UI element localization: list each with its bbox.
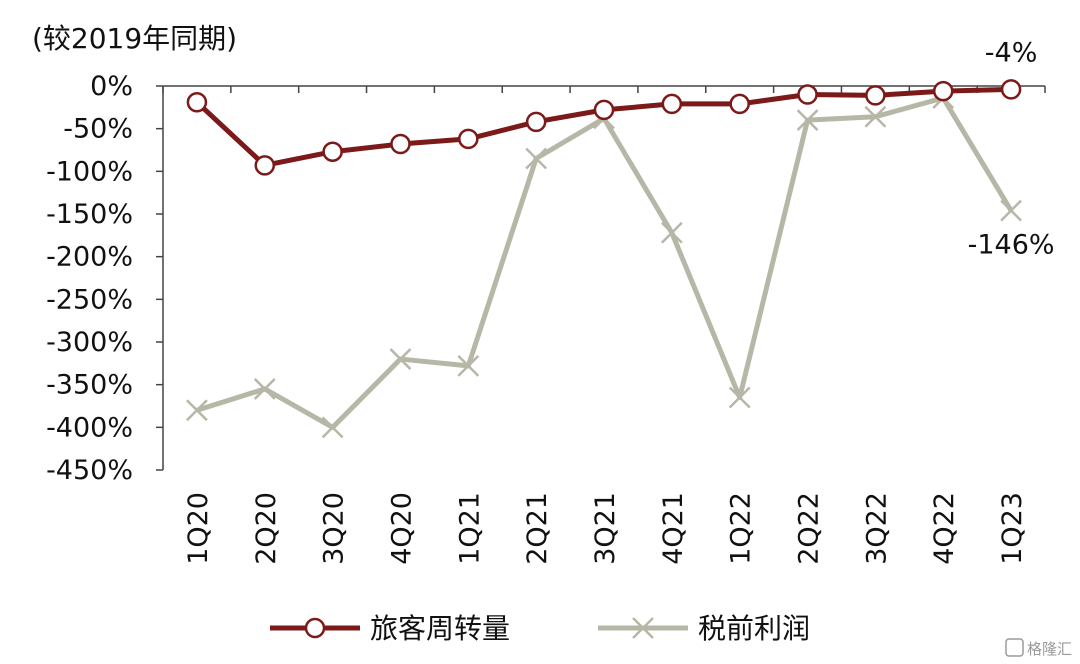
data-point — [390, 133, 411, 155]
x-tick-label: 3Q21 — [590, 492, 621, 565]
data-point — [660, 221, 683, 244]
data-labels: -4% -146% — [968, 37, 1055, 260]
data-point — [253, 378, 276, 400]
series-pretax-profit — [186, 87, 1022, 439]
data-point — [864, 105, 887, 128]
watermark-text: 格隆汇 — [1027, 640, 1072, 658]
x-tick-label: 2Q20 — [251, 492, 282, 565]
data-point — [1000, 79, 1022, 100]
series-line — [196, 95, 1014, 430]
series-layer — [186, 79, 1022, 439]
x-tick-label: 1Q21 — [454, 492, 485, 565]
data-point — [728, 386, 751, 409]
x-tick-label: 3Q22 — [861, 492, 892, 565]
y-tick-label: -300% — [46, 327, 133, 358]
data-point — [797, 84, 818, 105]
x-tick-label: 1Q23 — [997, 492, 1028, 565]
x-tick-label: 2Q22 — [794, 492, 825, 565]
axes: 0% -50% -100% -150% -200% -250% -300% -350% -400… — [46, 71, 1046, 565]
data-point — [186, 399, 208, 422]
data-point — [932, 80, 954, 102]
legend: 旅客周转量 税前利润 — [270, 612, 810, 645]
data-point — [322, 141, 343, 162]
x-tick-label: 1Q22 — [726, 492, 757, 565]
watermark-logo-icon — [1005, 638, 1024, 657]
data-point — [457, 355, 480, 377]
data-point — [458, 128, 479, 150]
legend-marker-circle-icon — [304, 617, 326, 639]
x-tick-label: 4Q21 — [658, 492, 689, 565]
data-point — [593, 99, 615, 121]
y-tick-label: -400% — [46, 412, 133, 443]
data-point — [796, 109, 819, 132]
data-point — [661, 93, 683, 115]
y-tick-label: -250% — [46, 284, 133, 315]
data-point — [389, 348, 412, 370]
legend-label: 旅客周转量 — [370, 612, 510, 645]
legend-label: 税前利润 — [698, 612, 810, 645]
data-point — [865, 85, 886, 106]
data-point — [321, 416, 344, 439]
data-point — [254, 155, 276, 176]
y-tick-label: -350% — [46, 370, 133, 401]
legend-marker-x-icon — [632, 617, 654, 639]
y-tick-label: -150% — [46, 199, 133, 230]
data-label: -4% — [985, 37, 1038, 68]
data-point — [729, 93, 750, 115]
y-tick-label: -450% — [46, 455, 133, 486]
data-point — [186, 91, 208, 113]
data-label: -146% — [968, 230, 1055, 261]
y-tick-label: -200% — [46, 242, 133, 273]
y-tick-label: -50% — [63, 114, 133, 145]
watermark: 格隆汇 — [1005, 638, 1072, 658]
y-tick-label: -100% — [46, 156, 133, 187]
x-tick-label: 4Q22 — [929, 492, 960, 565]
data-point — [1000, 199, 1022, 222]
x-tick-label: 4Q20 — [386, 492, 417, 565]
series-passenger-turnover — [186, 79, 1022, 176]
data-point — [525, 111, 547, 133]
x-tick-label: 3Q20 — [319, 492, 350, 565]
data-point — [525, 147, 548, 170]
x-tick-label: 1Q20 — [183, 492, 214, 565]
unit-label: (较2019年同期) — [32, 22, 237, 55]
x-tick-label: 2Q21 — [522, 492, 553, 565]
y-tick-label: 0% — [90, 71, 133, 102]
